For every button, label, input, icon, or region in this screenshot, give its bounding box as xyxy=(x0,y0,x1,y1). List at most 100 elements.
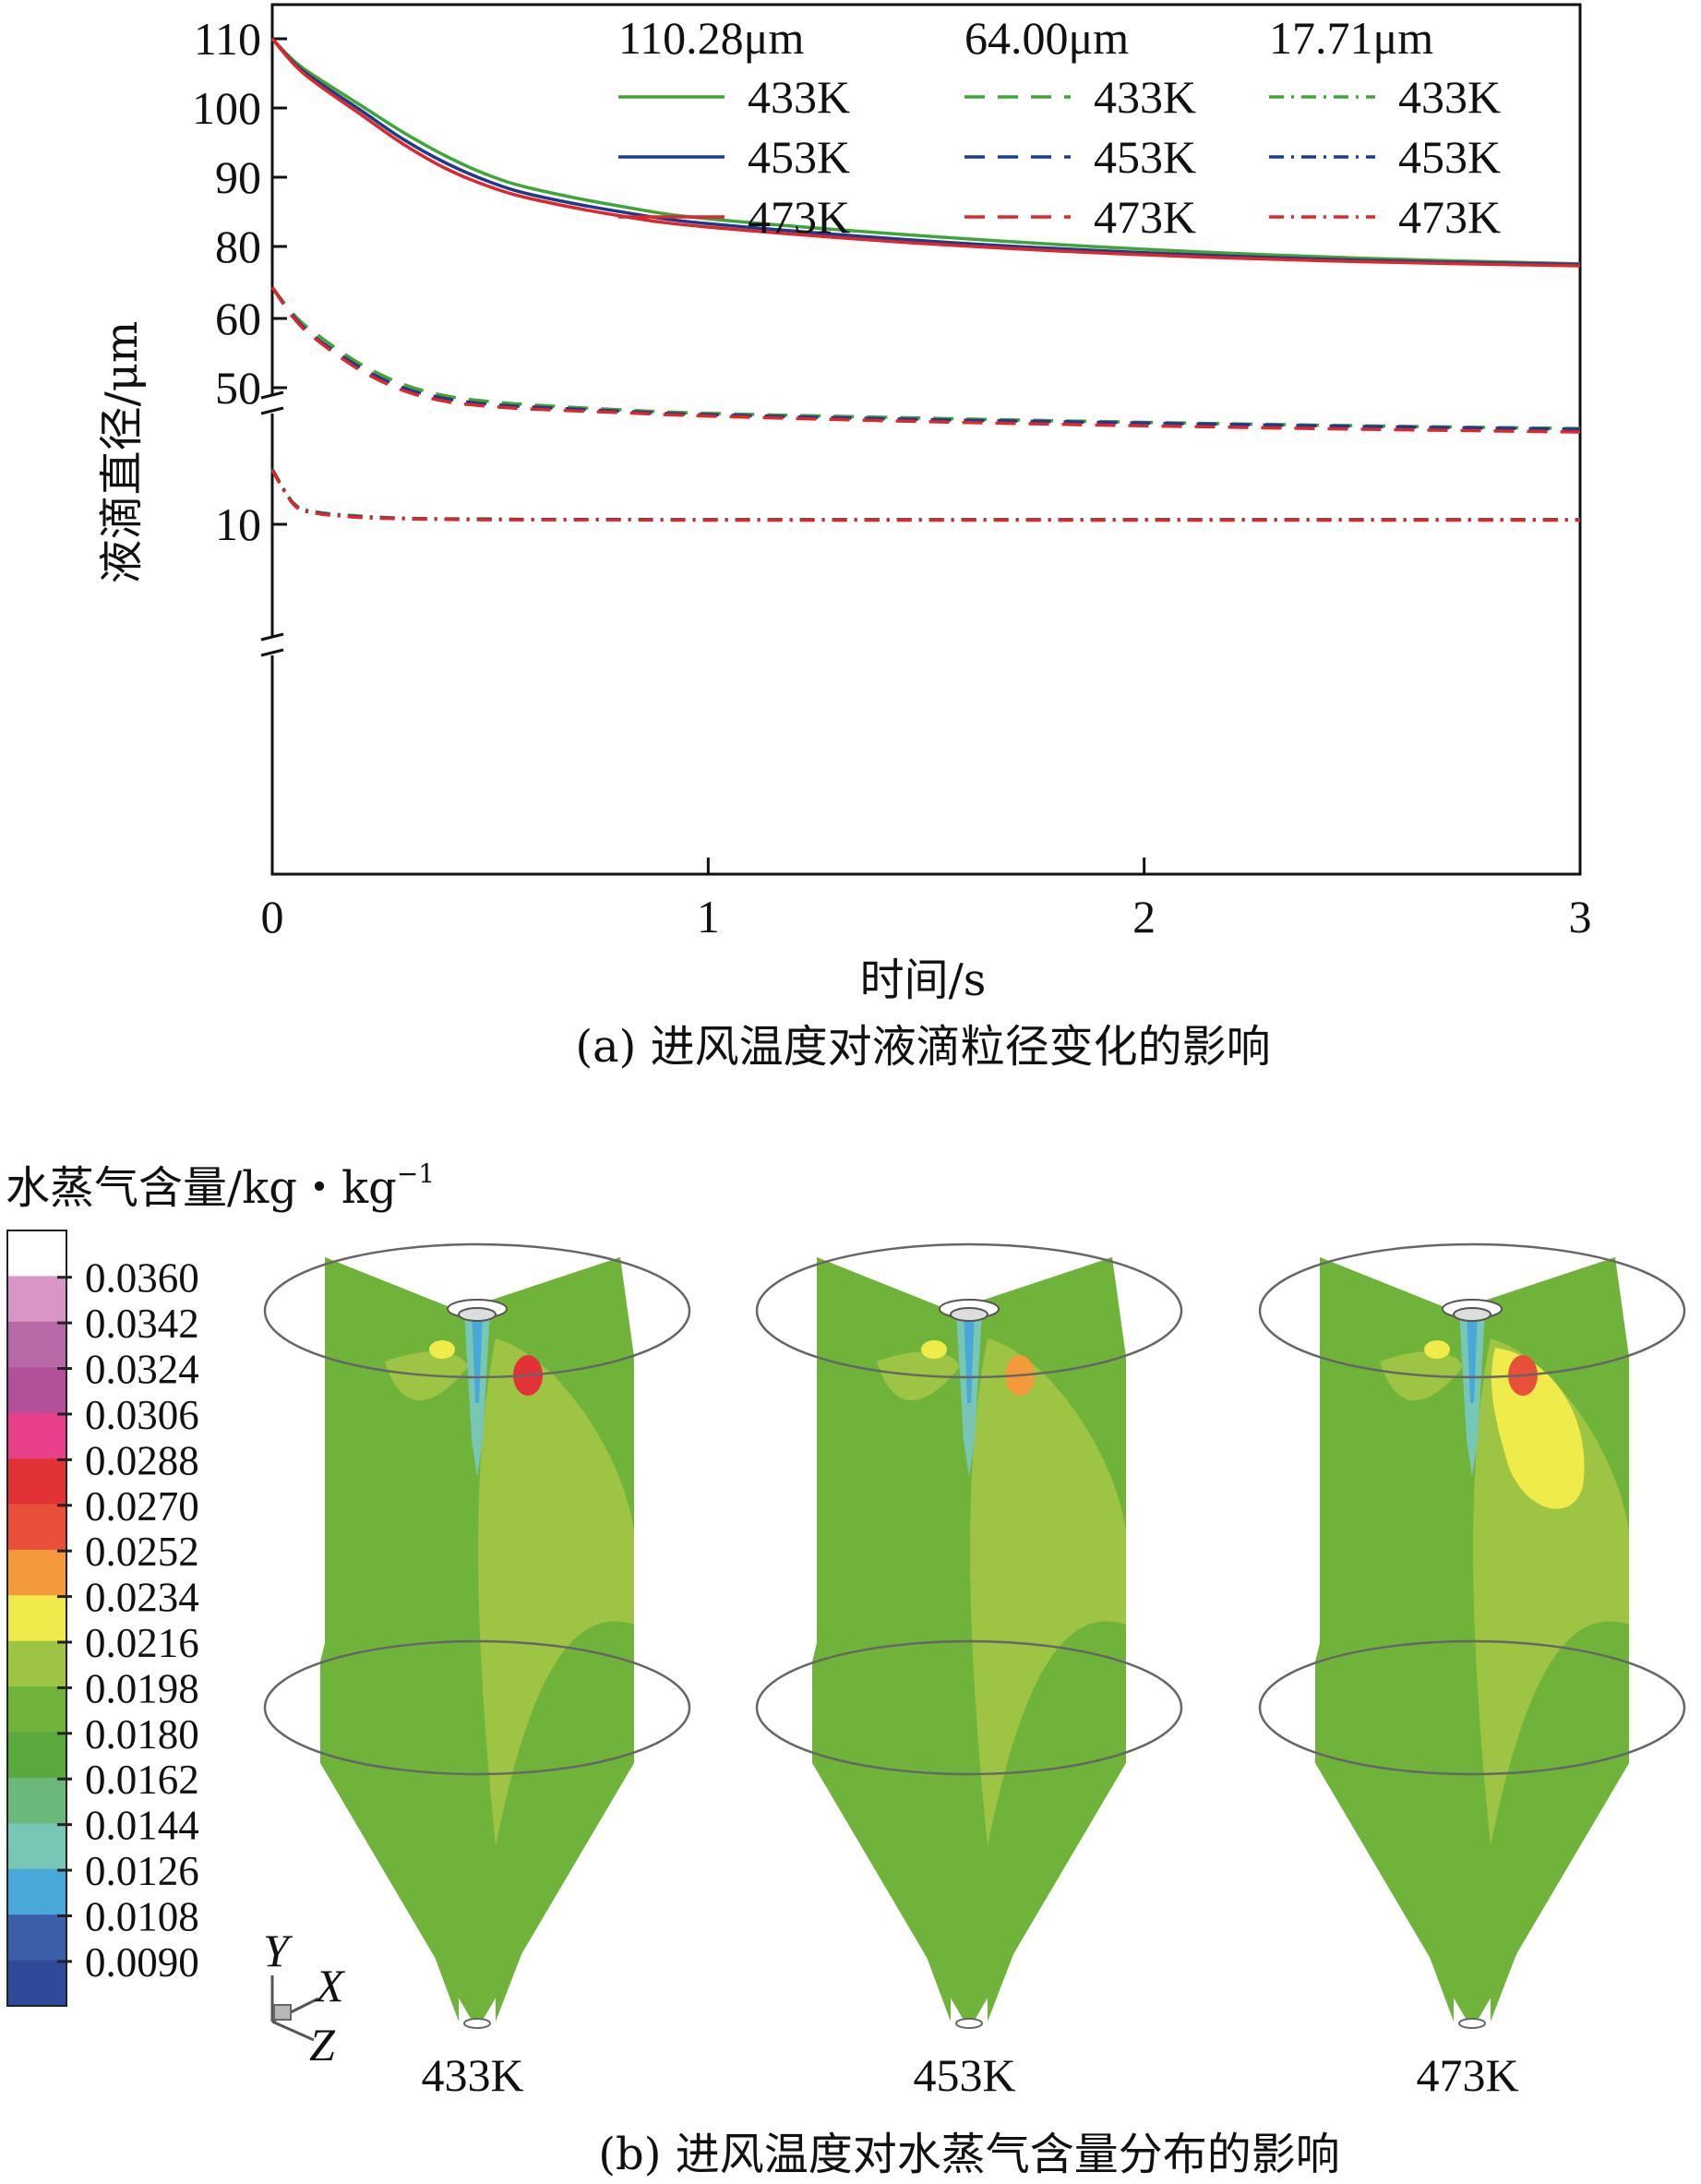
plume-zone xyxy=(478,1338,634,1846)
hot-zone xyxy=(496,1348,590,1509)
middle-ring xyxy=(1258,1639,1686,1776)
series-line-110.28-433K xyxy=(270,37,1581,266)
axis-label-y: Y xyxy=(263,1925,293,1976)
droplet-diameter-chart: 110 100 90 80 60 50 10 0 1 2 3 110.28μm 64.00μm 17.… xyxy=(96,3,1592,1073)
spray-jet xyxy=(956,1311,982,1477)
chart-caption: (a) 进风温度对液滴粒径变化的影响 xyxy=(575,1021,1270,1073)
legend: 110.28μm 64.00μm 17.71μm 433K 453K 473K 433K 45… xyxy=(618,12,1501,243)
colorbar-level-label: 0.0108 xyxy=(85,1893,199,1939)
colorbar-swatch xyxy=(7,1777,66,1824)
legend-label: 473K xyxy=(1398,191,1501,243)
colorbar-level-label: 0.0162 xyxy=(85,1757,199,1803)
x-tick-label: 3 xyxy=(1569,891,1592,942)
colorbar-swatch xyxy=(7,1321,66,1368)
series-lines xyxy=(270,37,1581,522)
hot-zone xyxy=(1491,1348,1585,1509)
colorbar-level-label: 0.0360 xyxy=(85,1255,199,1302)
colorbar-level-label: 0.0090 xyxy=(85,1939,199,1986)
y-tick-label: 90 xyxy=(215,151,261,203)
top-ring xyxy=(755,1242,1183,1379)
contour-plot-453K: 453K xyxy=(755,1242,1183,2101)
axis-label-x: X xyxy=(314,1960,346,2011)
series-line-64.00-473K xyxy=(270,286,1581,434)
series-line-110.28-473K xyxy=(270,37,1581,268)
legend-label: 433K xyxy=(1094,71,1196,123)
legend-label: 453K xyxy=(1094,131,1196,183)
nozzle xyxy=(1442,1299,1503,1319)
hot-zone xyxy=(988,1348,1082,1509)
colorbar-level-label: 0.0234 xyxy=(85,1575,199,1621)
spray-jet xyxy=(1459,1311,1485,1477)
y-tick-label: 50 xyxy=(215,362,261,414)
middle-ring xyxy=(263,1639,691,1776)
x-tick-label: 1 xyxy=(697,891,720,942)
axis-break-upper xyxy=(260,390,284,415)
contour-plot-433K: 433K xyxy=(263,1242,691,2101)
contour-label: 473K xyxy=(1416,2049,1518,2101)
top-ring xyxy=(263,1242,691,1379)
spray-jet xyxy=(464,1311,490,1477)
y-tick-label: 100 xyxy=(192,82,261,134)
colorbar-level-label: 0.0180 xyxy=(85,1711,199,1758)
legend-label: 473K xyxy=(1094,191,1196,243)
chamber-body xyxy=(1315,1257,1629,2022)
axis-label-z: Z xyxy=(309,2019,336,2070)
colorbar-swatch xyxy=(7,1868,66,1915)
y-tick-label: 80 xyxy=(215,221,261,272)
contour-plot-473K: 473K xyxy=(1258,1242,1686,2101)
nozzle xyxy=(939,1299,1000,1319)
series-line-17.71-433K xyxy=(270,468,1580,522)
series-line-110.28-453K xyxy=(270,37,1581,267)
x-tick-label: 2 xyxy=(1132,891,1156,942)
series-line-64.00-453K xyxy=(270,286,1581,431)
colorbar-level-label: 0.0216 xyxy=(85,1620,199,1666)
plot-frame xyxy=(270,3,1582,876)
series-line-64.00-433K xyxy=(270,286,1581,430)
x-axis-ticks: 0 1 2 3 xyxy=(261,858,1592,942)
colorbar-swatch xyxy=(7,1412,66,1459)
colorbar-swatch xyxy=(7,1640,66,1687)
colorbar-swatch xyxy=(7,1823,66,1870)
colorbar-swatch xyxy=(7,1914,66,1962)
colorbar-level-label: 0.0306 xyxy=(85,1392,199,1438)
y-tick-label: 110 xyxy=(194,13,261,65)
colorbar-swatch xyxy=(7,1230,66,1277)
colorbar-level-label: 0.0144 xyxy=(85,1803,199,1849)
outlet xyxy=(463,2018,491,2029)
middle-ring xyxy=(755,1639,1183,1776)
chamber-body xyxy=(320,1257,634,2022)
chamber-body xyxy=(812,1257,1126,2022)
peak-zone xyxy=(513,1355,543,1396)
panel-b-caption: (b) 进风温度对水蒸气含量分布的影响 xyxy=(598,2129,1339,2180)
nozzle xyxy=(447,1299,508,1319)
y-axis-label: 液滴直径/μm xyxy=(96,321,148,584)
x-tick-label: 0 xyxy=(261,891,284,942)
colorbar-level-label: 0.0342 xyxy=(85,1301,199,1347)
colorbar-swatch xyxy=(7,1549,66,1596)
outlet xyxy=(955,2018,983,2029)
y-tick-label: 60 xyxy=(215,293,261,344)
plume-zone xyxy=(970,1338,1126,1846)
contour-label: 433K xyxy=(421,2049,523,2101)
x-axis-label: 时间/s xyxy=(860,954,987,1006)
colorbar-swatch xyxy=(7,1960,66,2007)
legend-label: 433K xyxy=(1398,71,1501,123)
colorbar-level-label: 0.0288 xyxy=(85,1437,199,1483)
series-line-17.71-473K xyxy=(270,469,1580,522)
y-tick-label: 10 xyxy=(215,498,261,550)
legend-group-title: 110.28μm xyxy=(618,12,804,64)
colorbar-swatch xyxy=(7,1367,66,1414)
colorbar-swatch xyxy=(7,1458,66,1505)
plume-zone xyxy=(1473,1338,1629,1846)
colorbar-title: 水蒸气含量/kg・kg−1 xyxy=(6,1158,435,1214)
outlet xyxy=(1458,2018,1486,2029)
legend-label: 433K xyxy=(748,71,850,123)
colorbar-level-label: 0.0198 xyxy=(85,1665,199,1711)
contour-label: 453K xyxy=(913,2049,1015,2101)
colorbar-swatch xyxy=(7,1732,66,1779)
peak-zone xyxy=(1005,1355,1035,1396)
legend-label: 473K xyxy=(748,191,850,243)
contour-plots: 433K 453K 473K xyxy=(263,1242,1686,2101)
colorbar-level-label: 0.0126 xyxy=(85,1848,199,1894)
legend-label: 453K xyxy=(1398,131,1501,183)
